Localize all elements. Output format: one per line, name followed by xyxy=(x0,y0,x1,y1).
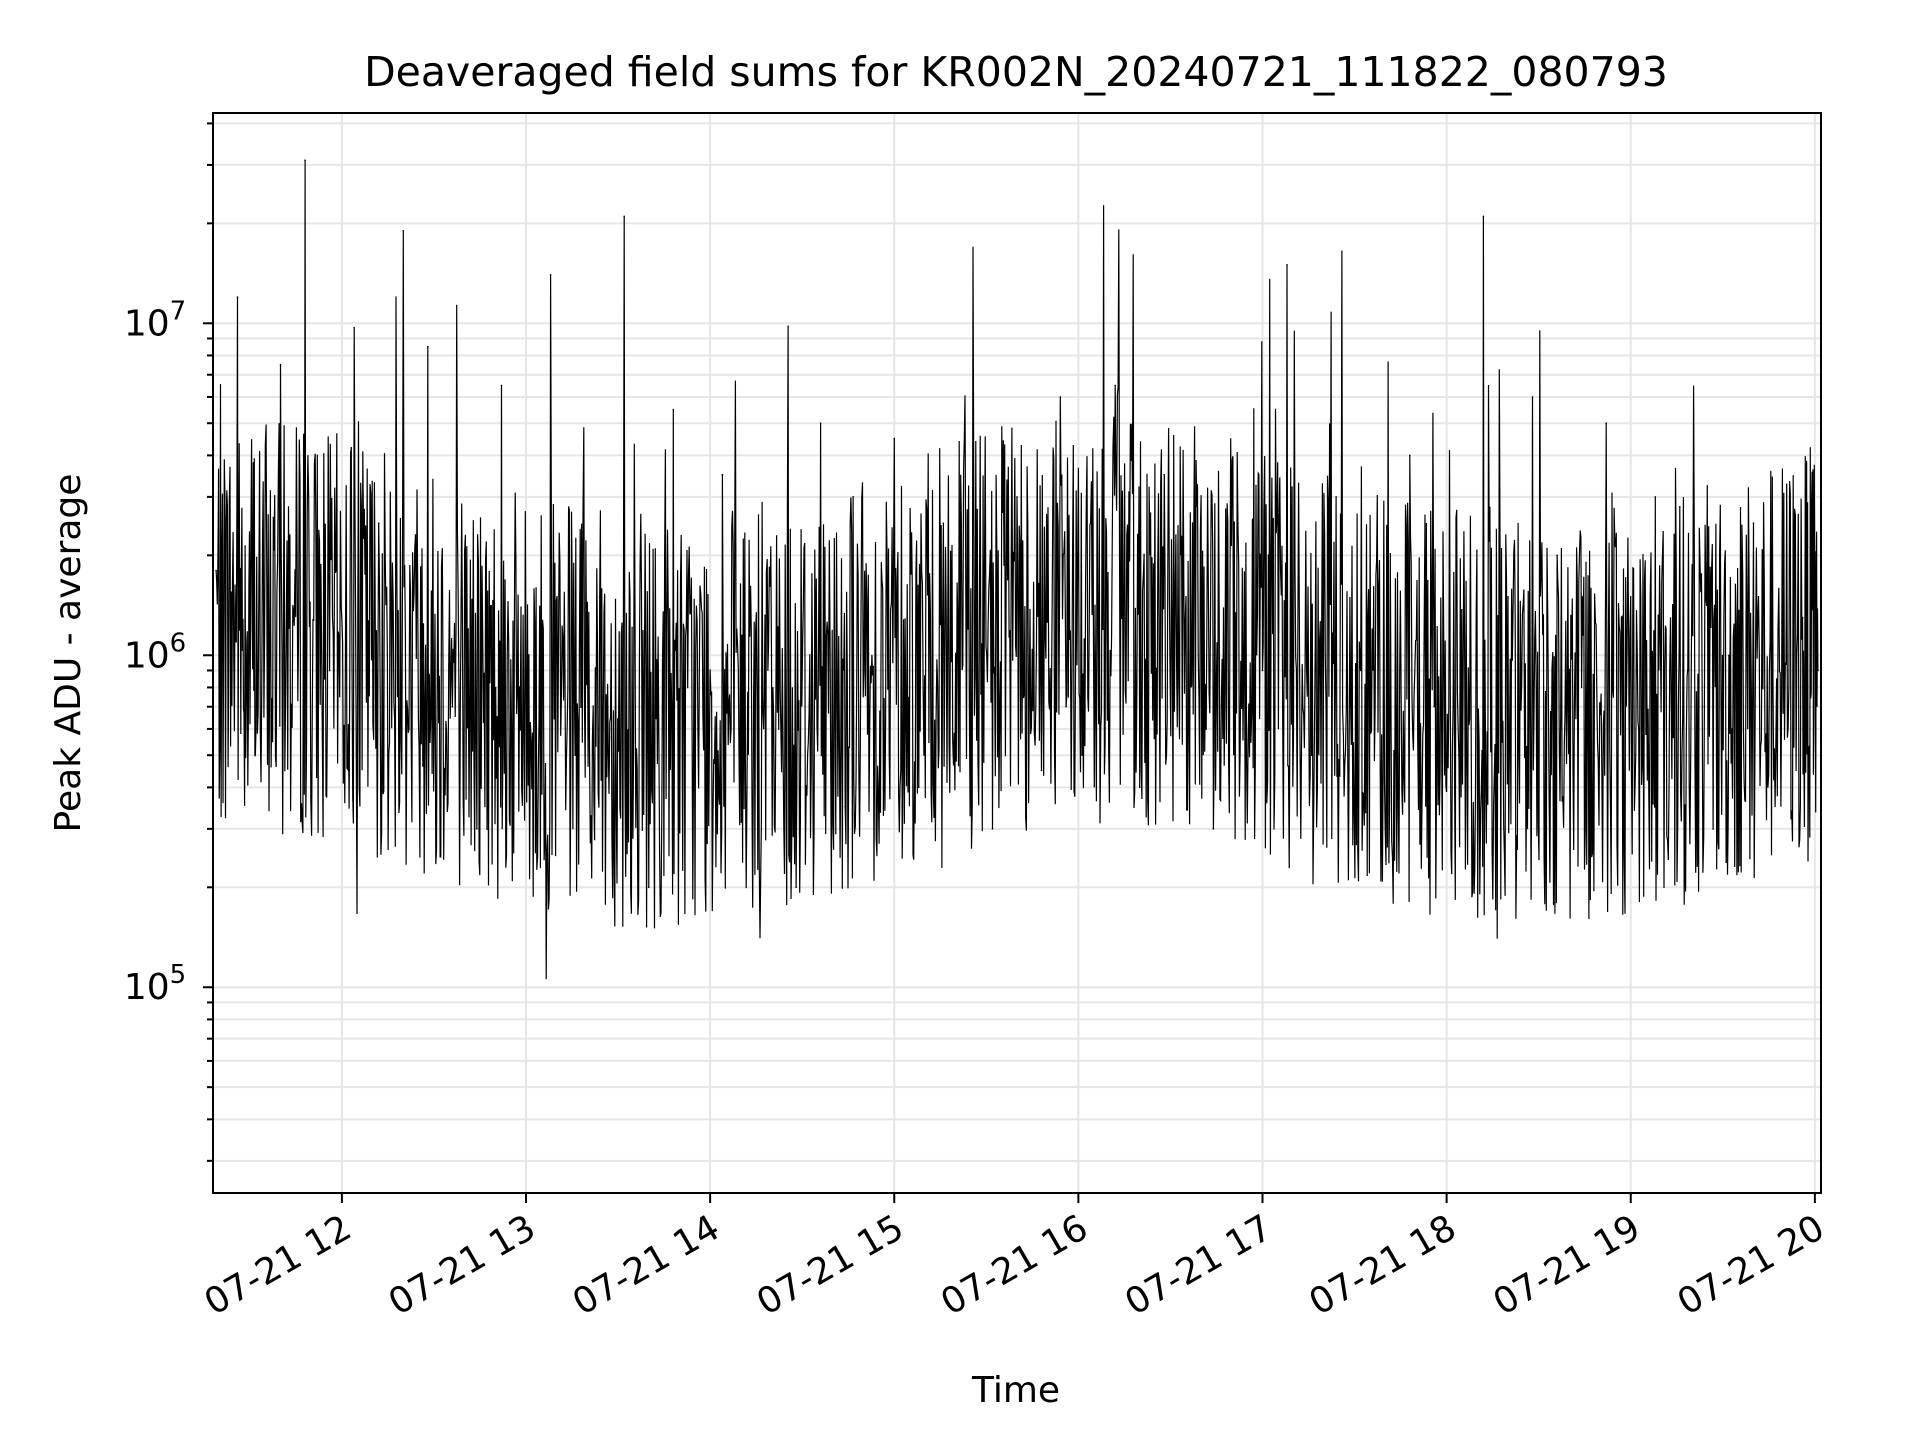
data-point xyxy=(967,628,969,630)
x-axis-label: Time xyxy=(971,1370,1060,1411)
data-point xyxy=(402,229,405,232)
data-point xyxy=(1703,705,1706,708)
data-point xyxy=(525,669,527,672)
data-point xyxy=(377,522,380,524)
data-point xyxy=(746,786,748,789)
data-point xyxy=(1016,496,1018,498)
y-tick-base: 10 xyxy=(124,635,170,676)
data-point xyxy=(476,828,478,830)
plot-frame xyxy=(212,112,1822,1194)
data-point xyxy=(1679,506,1681,508)
y-tick-base: 10 xyxy=(124,303,170,344)
data-point xyxy=(1114,384,1116,387)
data-point xyxy=(500,384,503,387)
y-tick-label: 107 xyxy=(124,296,186,344)
data-point xyxy=(1531,396,1534,398)
data-point xyxy=(1556,554,1558,557)
data-point xyxy=(549,273,552,276)
data-point xyxy=(236,296,239,298)
data-point xyxy=(844,805,846,808)
data-point xyxy=(574,754,576,757)
data-point xyxy=(304,159,306,161)
data-point xyxy=(353,326,355,329)
data-point xyxy=(1605,422,1607,425)
y-axis-label: Peak ADU - average xyxy=(48,474,89,833)
data-point xyxy=(451,705,454,708)
series-layer xyxy=(215,159,1819,980)
data-point xyxy=(1040,769,1043,772)
y-tick-exponent: 5 xyxy=(170,960,187,990)
data-point xyxy=(1359,669,1362,672)
data-point xyxy=(1212,828,1215,830)
data-point xyxy=(1310,754,1313,757)
chart-title: Deaveraged field sums for KR002N_2024072… xyxy=(364,48,1668,96)
data-point xyxy=(328,669,331,672)
data-point xyxy=(1728,654,1730,657)
data-point xyxy=(991,828,994,830)
data-point xyxy=(819,422,822,425)
data-point xyxy=(893,437,896,440)
data-point xyxy=(1089,522,1092,524)
y-tick-label: 105 xyxy=(124,960,186,1008)
y-tick-exponent: 7 xyxy=(170,296,187,326)
data-point xyxy=(598,596,601,598)
data-point xyxy=(1752,522,1755,524)
data-point xyxy=(1384,828,1387,830)
data-point xyxy=(1458,754,1460,757)
data-point xyxy=(427,345,429,348)
y-tick-exponent: 6 xyxy=(170,628,187,658)
data-point xyxy=(279,363,282,366)
data-point xyxy=(697,728,699,730)
data-point xyxy=(1138,786,1141,789)
data-point xyxy=(1629,596,1632,598)
data-point xyxy=(1580,686,1583,689)
y-tick-label: 106 xyxy=(124,628,186,676)
data-point xyxy=(255,728,257,730)
data-point xyxy=(1335,496,1337,498)
data-point xyxy=(647,886,650,889)
data-point xyxy=(868,728,871,730)
data-point xyxy=(721,473,724,476)
data-point xyxy=(1801,616,1804,619)
data-point xyxy=(1507,596,1509,598)
data-point xyxy=(1408,454,1411,457)
data-point xyxy=(1286,264,1288,266)
data-point xyxy=(1817,669,1819,672)
data-point xyxy=(1777,628,1779,630)
data-point xyxy=(770,654,773,657)
data-point xyxy=(215,569,217,572)
data-point xyxy=(942,522,945,524)
data-point xyxy=(1237,522,1239,524)
data-point xyxy=(1482,215,1485,218)
data-point xyxy=(918,786,920,789)
data-point xyxy=(1163,473,1166,476)
data-point xyxy=(672,408,675,411)
y-tick-base: 10 xyxy=(124,967,170,1008)
data-point xyxy=(1188,728,1190,730)
data-point xyxy=(1261,669,1264,672)
data-point xyxy=(1065,705,1067,708)
data-point xyxy=(1433,705,1436,708)
data-point xyxy=(795,886,797,889)
data-point xyxy=(623,215,626,218)
data-point xyxy=(1654,496,1657,498)
